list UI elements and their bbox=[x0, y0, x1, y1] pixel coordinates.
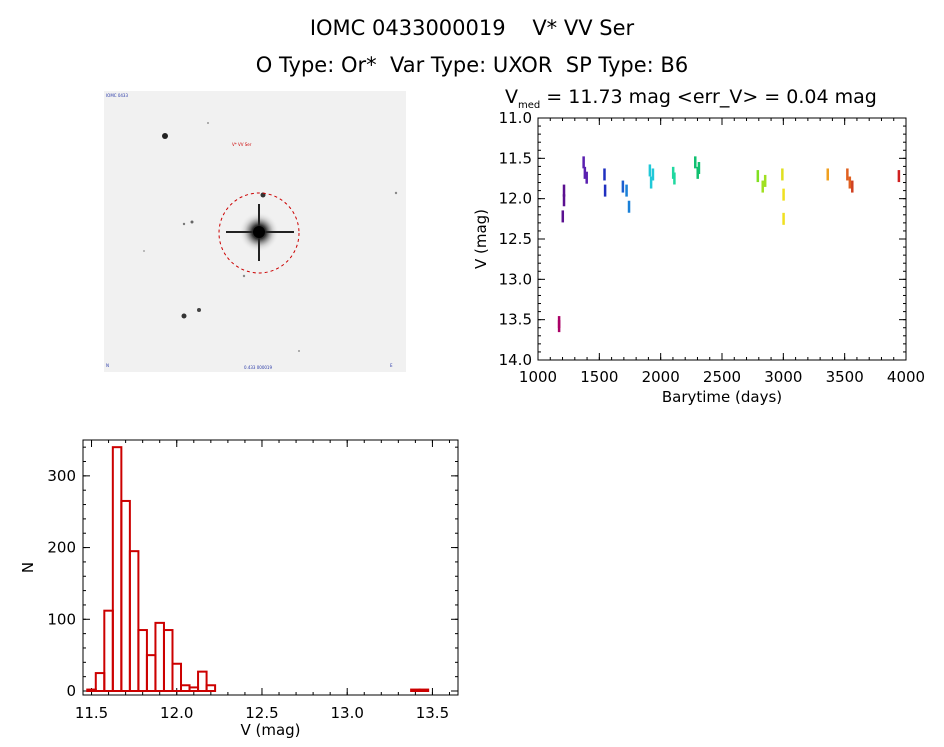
y-tick-label: 0 bbox=[66, 682, 76, 700]
data-point bbox=[846, 168, 849, 181]
histogram-bar bbox=[418, 688, 430, 692]
y-tick-label: 300 bbox=[47, 467, 76, 485]
histogram-bar bbox=[145, 654, 157, 692]
histogram-bar bbox=[188, 686, 200, 692]
image-corner-label: E bbox=[390, 363, 393, 368]
data-point bbox=[557, 320, 561, 333]
x-tick-label: 1500 bbox=[580, 368, 618, 386]
histogram-bar bbox=[111, 446, 123, 692]
y-tick-label: 13.0 bbox=[499, 270, 532, 288]
x-tick-label: 13.5 bbox=[416, 704, 449, 722]
data-point bbox=[649, 176, 653, 189]
x-tick-label: 12.0 bbox=[160, 704, 193, 722]
x-tick-label: 13.0 bbox=[331, 704, 364, 722]
star-field-image: IOMC 0433 V* VV Ser N 0.433 000019 E bbox=[104, 91, 406, 372]
data-point bbox=[694, 156, 697, 169]
data-point bbox=[562, 194, 566, 207]
histogram-bar bbox=[180, 684, 191, 693]
x-tick-label: 4000 bbox=[887, 368, 925, 386]
histogram-bar bbox=[103, 609, 114, 692]
y-tick-label: 200 bbox=[47, 539, 76, 557]
histogram-bar bbox=[137, 629, 148, 693]
image-corner-label: N bbox=[106, 363, 109, 368]
histogram-bar bbox=[410, 688, 421, 692]
x-tick-label: 2500 bbox=[703, 368, 741, 386]
data-point bbox=[782, 188, 785, 201]
chart-title: IOMC 0433000019 V* VV Ser bbox=[309, 16, 635, 40]
data-point bbox=[561, 210, 565, 223]
data-point bbox=[621, 180, 625, 193]
histogram-bar bbox=[128, 550, 140, 692]
data-point bbox=[781, 168, 784, 181]
data-point bbox=[562, 184, 566, 197]
data-point bbox=[782, 212, 785, 225]
histogram-bar bbox=[197, 670, 208, 693]
data-point bbox=[582, 156, 585, 169]
y-tick-label: 100 bbox=[47, 610, 76, 628]
x-tick-label: 2000 bbox=[642, 368, 680, 386]
data-point bbox=[648, 164, 652, 177]
plot-frame bbox=[537, 117, 907, 361]
x-tick-label: 12.5 bbox=[245, 704, 278, 722]
y-tick-label: 11.0 bbox=[499, 109, 532, 127]
image-corner-label: 0.433 000019 bbox=[244, 365, 272, 370]
y-tick-label: 14.0 bbox=[499, 351, 532, 369]
histogram-bar bbox=[162, 629, 174, 693]
data-point bbox=[697, 162, 701, 175]
data-point bbox=[897, 170, 901, 183]
data-point bbox=[673, 172, 676, 185]
histogram-bar bbox=[120, 499, 131, 693]
data-point bbox=[761, 180, 764, 193]
data-point bbox=[585, 171, 588, 184]
x-axis-label: Barytime (days) bbox=[662, 388, 782, 406]
x-tick-label: 11.5 bbox=[75, 704, 108, 722]
data-point bbox=[763, 174, 767, 187]
histogram-bar bbox=[86, 688, 97, 692]
histogram-chart: 11.5 12.0 12.5 13.0 13.5 0 100 200 300 V (mag) N bbox=[19, 439, 459, 739]
data-point bbox=[851, 180, 854, 193]
y-axis-label: V (mag) bbox=[472, 209, 490, 269]
x-tick-label: 3000 bbox=[764, 368, 802, 386]
data-point bbox=[651, 168, 655, 181]
histogram-bar bbox=[154, 621, 165, 692]
x-tick-label: 3500 bbox=[826, 368, 864, 386]
aperture-circle bbox=[218, 192, 300, 274]
data-point bbox=[848, 176, 852, 189]
image-corner-label: IOMC 0433 bbox=[106, 93, 129, 98]
data-point bbox=[603, 184, 607, 197]
histogram-bar bbox=[205, 684, 217, 693]
x-axis-label: V (mag) bbox=[240, 721, 300, 739]
histogram-bar bbox=[94, 672, 106, 692]
target-star bbox=[226, 204, 294, 261]
data-point bbox=[625, 184, 628, 197]
y-axis-label: N bbox=[19, 562, 37, 573]
target-label: V* VV Ser bbox=[232, 142, 252, 147]
y-tick-label: 12.5 bbox=[499, 230, 532, 248]
x-tick-label: 1000 bbox=[519, 368, 557, 386]
plot-frame bbox=[82, 439, 459, 696]
data-point bbox=[583, 166, 587, 179]
data-point bbox=[627, 200, 631, 213]
y-tick-label: 13.5 bbox=[499, 311, 532, 329]
light-curve-chart: Vmed = 11.73 mag <err_V> = 0.04 mag 1000… bbox=[472, 86, 925, 406]
data-point bbox=[756, 170, 760, 183]
chart-subtitle: O Type: Or* Var Type: UXOR SP Type: B6 bbox=[255, 53, 689, 77]
data-point bbox=[603, 168, 606, 181]
light-curve-title: Vmed = 11.73 mag <err_V> = 0.04 mag bbox=[505, 86, 877, 111]
histogram-bar bbox=[171, 662, 183, 692]
y-tick-label: 12.0 bbox=[499, 190, 532, 208]
data-point bbox=[826, 168, 829, 181]
y-tick-label: 11.5 bbox=[499, 149, 532, 167]
